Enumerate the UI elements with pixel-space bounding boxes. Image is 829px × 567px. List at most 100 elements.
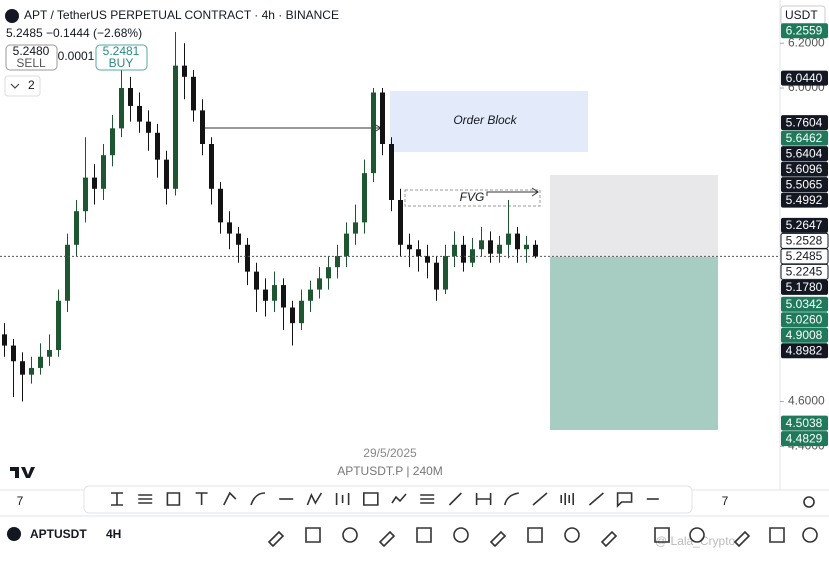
nav-icon[interactable] (378, 530, 396, 548)
tool-icon[interactable] (420, 494, 435, 504)
price-label-bg (781, 312, 828, 328)
candle-body (353, 222, 358, 234)
tool-icon[interactable] (504, 492, 519, 506)
price-label: 5.4992 (786, 193, 823, 207)
spread: 0.0001 (58, 49, 95, 63)
sell-button[interactable] (5, 44, 58, 71)
candle-body (479, 240, 484, 250)
candle-body (452, 244, 457, 256)
nav-icon[interactable] (267, 530, 285, 548)
tool-icon[interactable] (448, 492, 462, 506)
tool-icon[interactable] (166, 492, 181, 506)
tool-icon[interactable] (532, 492, 548, 506)
candle-body (389, 144, 394, 200)
candle-body (164, 159, 169, 189)
price-label-bg (781, 177, 828, 193)
plot: Order Block FVG 29/5/2025 APTUSDT.P | 24… (10, 91, 718, 478)
nav-icon[interactable] (600, 530, 618, 548)
candle-body (326, 267, 331, 279)
candle-body (416, 249, 421, 256)
toolbar-bg (83, 485, 693, 514)
position-target-box (550, 257, 718, 430)
candle-body (65, 244, 70, 301)
nav-icon[interactable] (654, 527, 670, 543)
tool-icon[interactable] (306, 492, 323, 506)
price-axis: USDT 6.20006.00004.60004.40006.25596.044… (779, 0, 829, 490)
candle-body (200, 110, 205, 145)
candle-body (245, 244, 250, 272)
candle-body (38, 356, 43, 368)
tool-icon[interactable] (616, 492, 633, 508)
candle-body (119, 88, 124, 129)
price-change: −0.1444 (−2.68%) (46, 26, 142, 40)
price-label: 5.1780 (786, 280, 823, 294)
candle-body (299, 300, 304, 324)
tool-icon[interactable] (560, 493, 575, 505)
nav-icon[interactable] (769, 527, 785, 543)
price-label-bg (781, 296, 828, 312)
buy-button[interactable] (95, 44, 148, 71)
price-label-bg (781, 192, 828, 208)
nav-icon[interactable] (416, 527, 432, 543)
symbol-icon (5, 9, 19, 23)
price-label-bg (781, 415, 828, 431)
price-label: 5.0260 (786, 312, 823, 326)
symbol-title: APT / TetherUS PERPETUAL CONTRACT · 4h ·… (24, 8, 339, 22)
price-label: 5.5065 (786, 177, 823, 191)
price-label-bg (781, 23, 828, 39)
tool-icon[interactable] (250, 492, 266, 506)
tool-icon[interactable] (138, 494, 153, 504)
candle-body (173, 65, 178, 189)
price-label: 5.7604 (786, 115, 823, 129)
candle-body (506, 233, 511, 245)
tool-icon[interactable] (195, 492, 208, 505)
price-label-bg (781, 70, 828, 86)
tool-icon[interactable] (475, 493, 492, 505)
price-label-bg (781, 431, 828, 447)
candle-body (461, 244, 466, 263)
nav-icon[interactable] (733, 530, 751, 548)
indicator-toggle[interactable] (4, 75, 41, 97)
candle-body (92, 177, 97, 189)
candle-body (110, 128, 115, 156)
nav-icon[interactable] (305, 527, 321, 543)
fvg-arrow (486, 187, 539, 197)
watermark-date: 29/5/2025 (363, 446, 417, 460)
footer-interval[interactable]: 4H (106, 527, 121, 541)
candle-body (236, 233, 241, 245)
candle-body (434, 262, 439, 290)
candle-body (407, 244, 412, 250)
candle-body (56, 300, 61, 351)
nav-icon[interactable] (489, 530, 507, 548)
nav-icon[interactable] (564, 527, 580, 543)
tool-icon[interactable] (111, 492, 123, 506)
candle-body (146, 121, 151, 133)
price-label: 5.6404 (786, 146, 823, 160)
tool-icon[interactable] (335, 493, 350, 505)
price-label: 5.2528 (786, 233, 823, 247)
order-block-box (390, 91, 588, 152)
tool-icon[interactable] (391, 493, 407, 504)
tool-icon[interactable] (588, 492, 604, 506)
nav-icon[interactable] (453, 527, 469, 543)
nav-icon[interactable] (342, 527, 358, 543)
footer-symbol[interactable]: APTUSDT (30, 527, 87, 541)
settings-icon[interactable] (803, 496, 815, 508)
price-label-bg (781, 146, 828, 162)
candle-body (11, 345, 16, 362)
nav-icon[interactable] (527, 527, 543, 543)
candle-body (425, 255, 430, 263)
buy-price: 5.2481 (103, 44, 140, 58)
nav-icon[interactable] (802, 527, 818, 543)
candle-body (371, 92, 376, 174)
price-label: 5.0342 (786, 297, 823, 311)
tool-icon[interactable] (223, 491, 237, 506)
currency: USDT (785, 8, 818, 22)
nav-icon[interactable] (689, 527, 705, 543)
candle-body (272, 285, 277, 301)
candle-body (83, 177, 88, 212)
candle-body (515, 233, 520, 250)
tool-icon[interactable] (362, 492, 379, 506)
candle-body (128, 88, 133, 106)
